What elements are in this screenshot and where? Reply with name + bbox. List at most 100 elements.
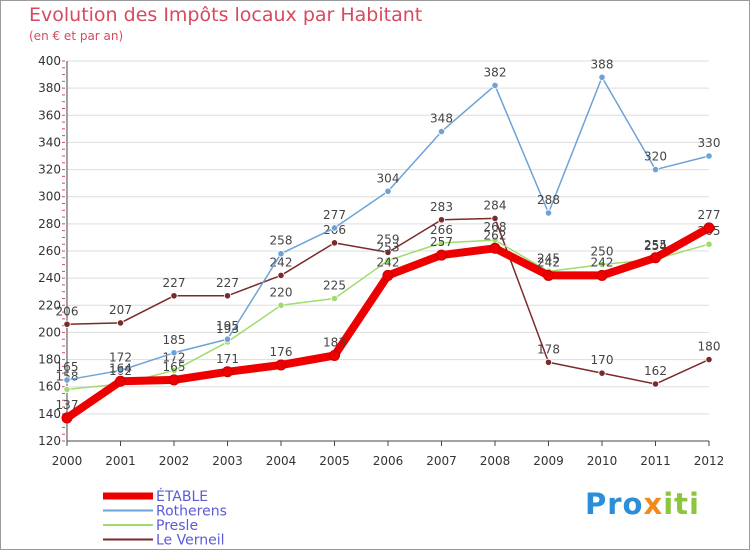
- legend-label-rotherens: Rotherens: [156, 504, 227, 520]
- data-label-le-verneil-2004: 242: [270, 255, 293, 269]
- legend-label--table: ÉTABLE: [156, 488, 208, 505]
- x-tick-label-2010: 2010: [587, 454, 618, 468]
- chart-title: Evolution des Impôts locaux par Habitant: [29, 4, 423, 26]
- y-tick-label-240: 240: [38, 271, 61, 285]
- data-label-rotherens-2008: 382: [484, 65, 507, 79]
- data-point-rotherens-2005: [330, 224, 339, 232]
- data-label--table-2004: 176: [270, 345, 293, 359]
- data-point-le-verneil-2001: [116, 319, 125, 327]
- data-label-presle-2011: 254: [644, 239, 667, 253]
- y-tick-label-180: 180: [38, 353, 61, 367]
- data-point-le-verneil-2002: [170, 292, 178, 300]
- x-tick-label-2008: 2008: [480, 454, 511, 468]
- data-label-rotherens-2005: 277: [323, 208, 346, 222]
- data-label-rotherens-2001: 172: [109, 350, 132, 364]
- data-label-rotherens-2012: 330: [698, 136, 721, 150]
- data-point-rotherens-2003: [223, 335, 232, 343]
- data-label-le-verneil-2007: 283: [430, 200, 453, 214]
- data-point--table-2007: [436, 249, 447, 261]
- x-tick-label-2001: 2001: [105, 454, 136, 468]
- y-tick-label-160: 160: [38, 380, 61, 394]
- data-label-rotherens-2010: 388: [591, 57, 614, 71]
- data-point-presle-2000: [63, 385, 71, 394]
- x-tick-label-2004: 2004: [266, 454, 297, 468]
- data-label-le-verneil-2000: 206: [56, 304, 79, 318]
- data-label-presle-2003: 193: [216, 322, 239, 336]
- data-point--table-2010: [596, 269, 608, 281]
- data-label--table-2009: 242: [537, 255, 560, 269]
- data-point-le-verneil-2000: [63, 320, 71, 328]
- y-tick-label-280: 280: [38, 217, 61, 231]
- data-label-presle-2005: 225: [323, 279, 346, 293]
- data-point-presle-2002: [170, 366, 178, 375]
- data-label-rotherens-2000: 165: [56, 360, 79, 374]
- y-tick-label-340: 340: [38, 135, 61, 149]
- legend-label-le-verneil: Le Verneil: [156, 533, 225, 549]
- data-label--table-2003: 171: [216, 352, 239, 366]
- data-point-presle-2010: [598, 260, 606, 269]
- data-label--table-2012: 277: [698, 208, 721, 222]
- data-label-presle-2009: 245: [537, 251, 560, 265]
- data-label--table-2001: 164: [109, 361, 132, 375]
- data-point-rotherens-2006: [384, 187, 392, 195]
- data-point-le-verneil-2003: [223, 292, 232, 300]
- y-tick-label-260: 260: [38, 244, 61, 258]
- data-label-presle-2008: 268: [484, 220, 507, 234]
- data-point--table-2005: [329, 350, 340, 361]
- data-point-rotherens-2004: [277, 250, 285, 258]
- y-tick-label-120: 120: [38, 434, 61, 448]
- data-point-le-verneil-2006: [384, 248, 392, 256]
- data-point-rotherens-2000: [63, 376, 71, 384]
- data-label-presle-2010: 250: [591, 245, 614, 259]
- data-point--table-2009: [543, 269, 554, 281]
- data-point-le-verneil-2010: [598, 369, 606, 377]
- data-label--table-2005: 183: [323, 336, 346, 350]
- data-point--table-2004: [275, 359, 287, 371]
- data-label-rotherens-2003: 195: [216, 319, 239, 333]
- data-point--table-2003: [222, 366, 233, 378]
- y-tick-label-300: 300: [38, 190, 61, 204]
- y-tick-label-220: 220: [38, 298, 61, 312]
- proxiti-logo: Proxiti: [585, 487, 700, 521]
- data-point--table-2002: [168, 374, 180, 386]
- data-point-presle-2004: [277, 301, 285, 309]
- y-tick-label-380: 380: [38, 81, 61, 95]
- data-label--table-2002: 165: [163, 360, 186, 374]
- data-point-le-verneil-2012: [705, 355, 713, 364]
- data-point--table-2006: [382, 269, 394, 281]
- data-point-presle-2005: [330, 294, 339, 303]
- data-label-rotherens-2002: 185: [163, 333, 186, 347]
- data-label-le-verneil-2006: 259: [377, 232, 400, 246]
- data-point-presle-2006: [384, 256, 392, 265]
- data-point-rotherens-2012: [705, 152, 713, 160]
- data-point-rotherens-2008: [491, 81, 499, 90]
- data-label-le-verneil-2011: 162: [644, 364, 667, 378]
- data-point--table-2012: [703, 222, 715, 234]
- data-point-rotherens-2011: [651, 165, 660, 174]
- data-point--table-2011: [650, 252, 661, 264]
- data-label-rotherens-2011: 320: [644, 150, 667, 164]
- chart-subtitle: (en € et par an): [29, 29, 124, 43]
- x-tick-label-2005: 2005: [319, 454, 350, 468]
- data-point-rotherens-2002: [170, 349, 178, 357]
- data-label-le-verneil-2003: 227: [216, 276, 239, 290]
- data-point--table-2008: [489, 242, 501, 254]
- data-label-le-verneil-2010: 170: [591, 353, 614, 367]
- data-point-le-verneil-2005: [330, 239, 339, 247]
- y-tick-label-140: 140: [38, 407, 61, 421]
- data-point-le-verneil-2004: [277, 271, 285, 280]
- data-label-rotherens-2006: 304: [377, 171, 400, 185]
- data-point-le-verneil-2008: [491, 214, 499, 223]
- data-label--table-2006: 242: [377, 255, 400, 269]
- data-label-le-verneil-2008: 284: [484, 198, 507, 212]
- x-tick-label-2003: 2003: [212, 454, 243, 468]
- data-point-rotherens-2009: [544, 209, 553, 217]
- x-tick-label-2007: 2007: [426, 454, 457, 468]
- data-label-le-verneil-2002: 227: [163, 276, 186, 290]
- data-label-presle-2006: 253: [377, 241, 400, 255]
- x-tick-label-2002: 2002: [159, 454, 190, 468]
- data-label-rotherens-2009: 288: [537, 193, 560, 207]
- data-point-presle-2012: [705, 240, 713, 248]
- x-tick-label-2006: 2006: [373, 454, 404, 468]
